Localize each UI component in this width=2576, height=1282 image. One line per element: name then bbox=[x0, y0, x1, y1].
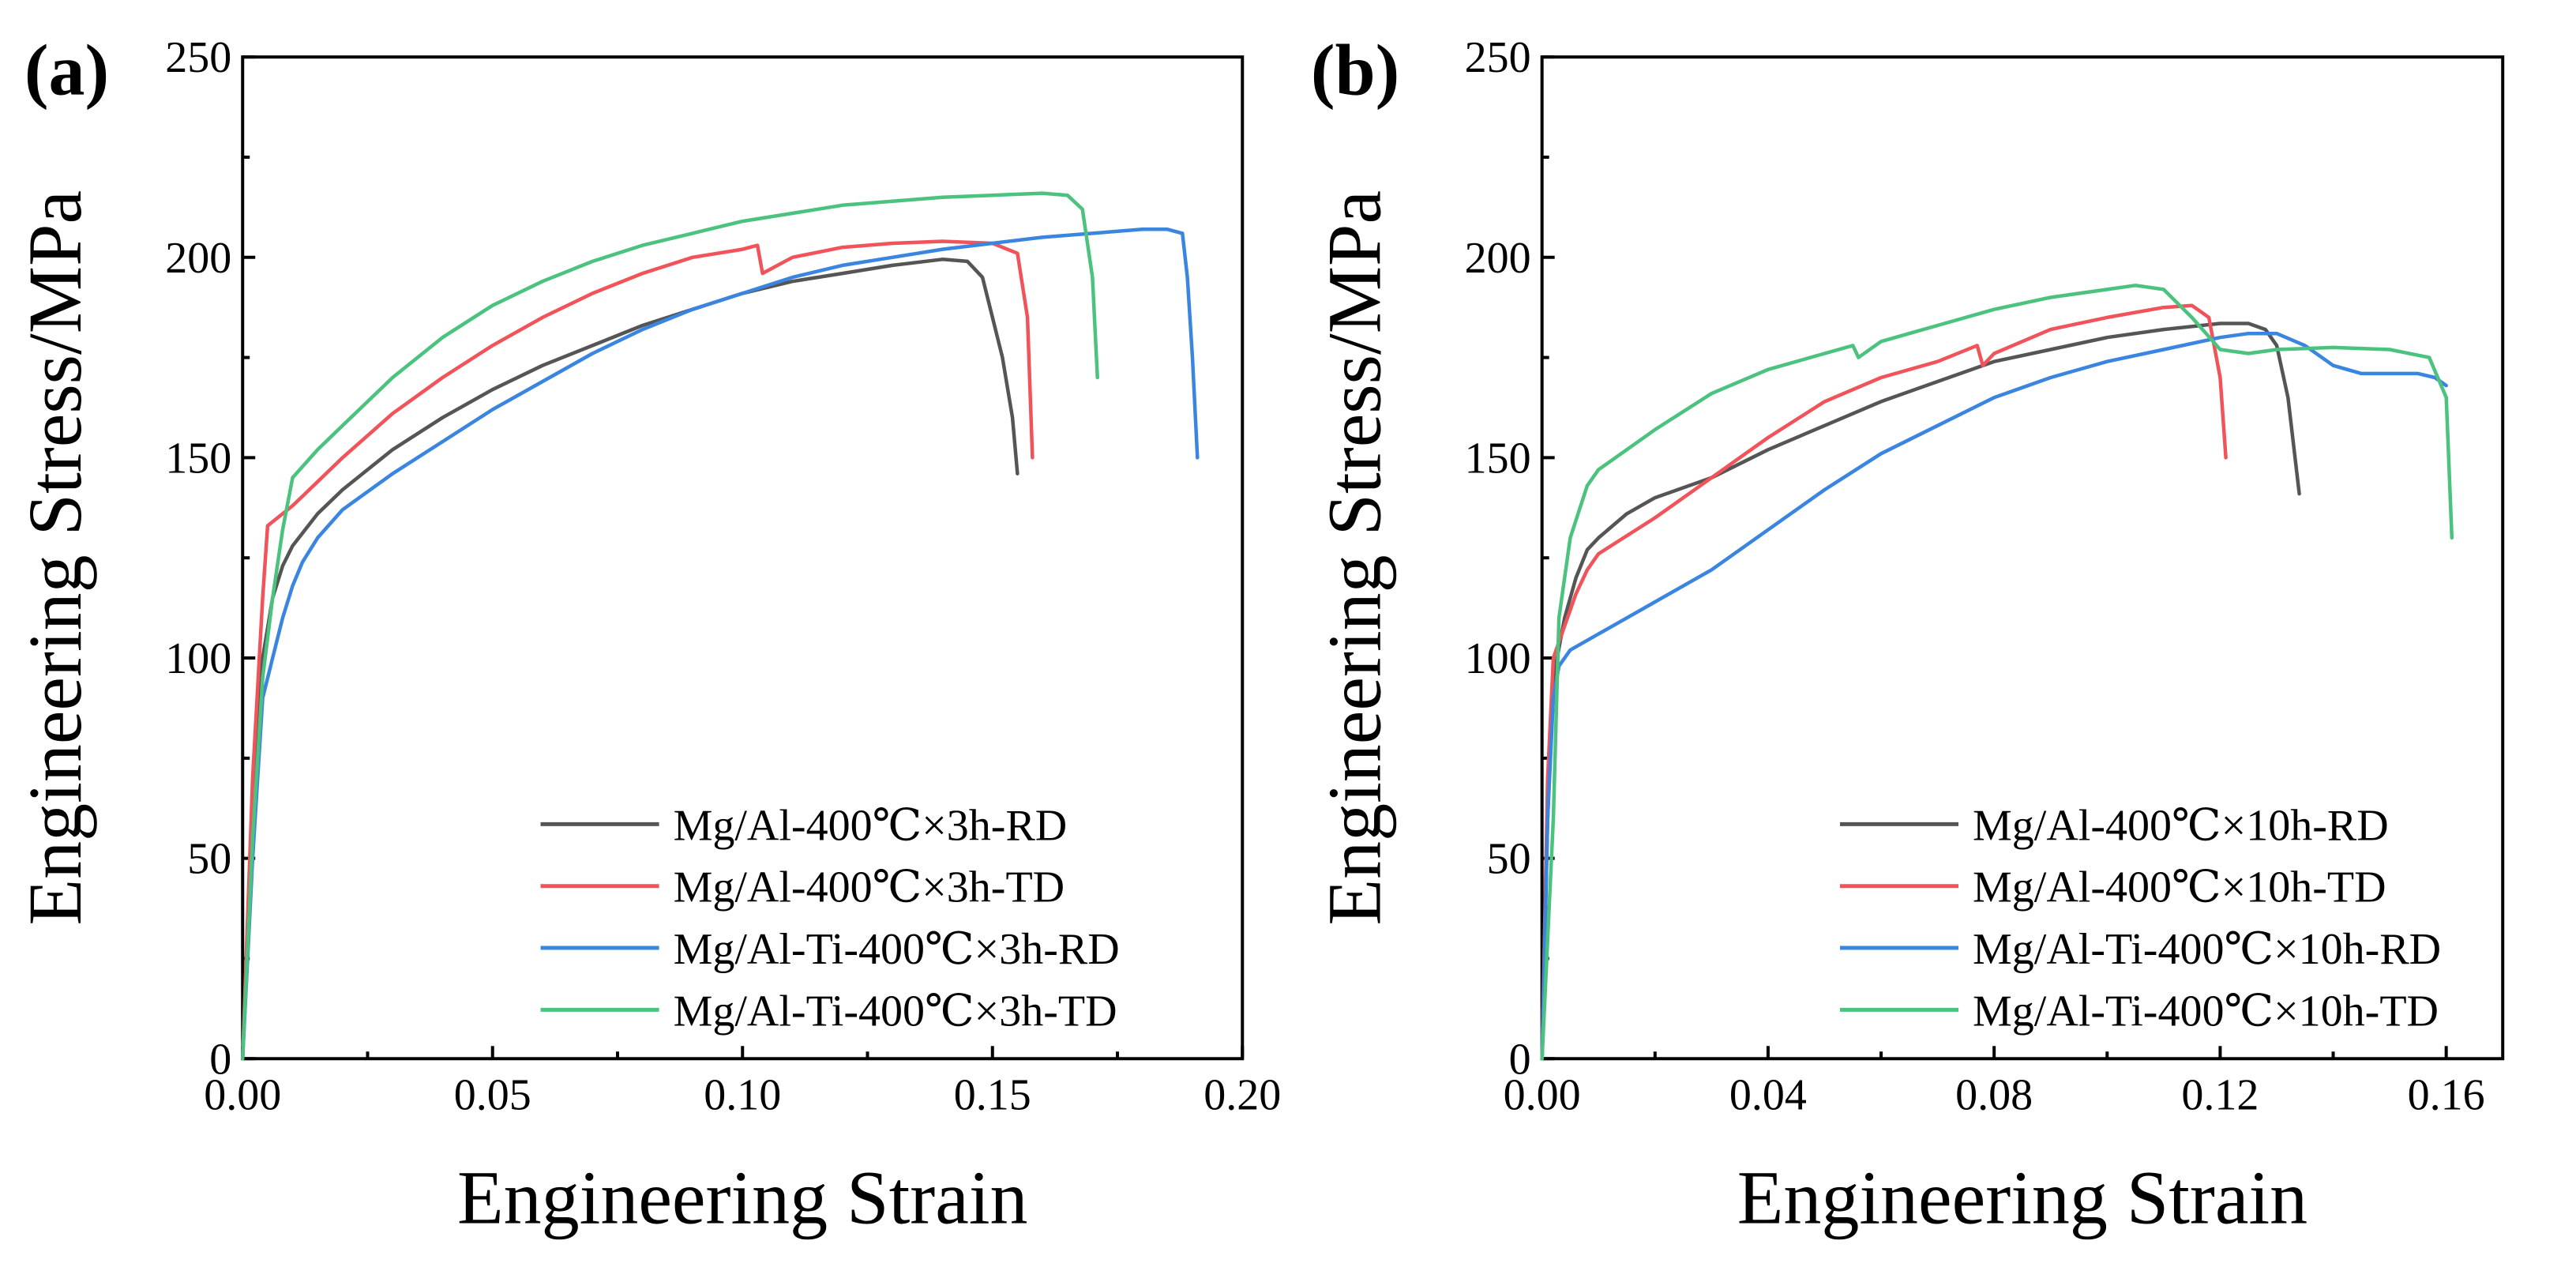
series-line-3 bbox=[240, 227, 1200, 1061]
legend-label: Mg/Al-Ti-400℃×10h-RD bbox=[1973, 925, 2441, 974]
x-axis-label: Engineering Strain bbox=[457, 1155, 1027, 1239]
x-tick-label: 0.16 bbox=[2408, 1070, 2485, 1119]
panel-a: 0.00 0.05 0.10 0.15 0.20 0 50 100 150 200 250 Engin… bbox=[13, 30, 1281, 1240]
y-tick-label: 50 bbox=[187, 835, 231, 884]
y-tick-label: 150 bbox=[1465, 434, 1531, 483]
x-tick-label: 0.04 bbox=[1729, 1070, 1807, 1119]
legend-label: Mg/Al-Ti-400℃×3h-RD bbox=[674, 925, 1120, 974]
series-line-3 bbox=[1540, 331, 2448, 1061]
y-tick-label: 0 bbox=[1509, 1035, 1531, 1084]
x-tick-label: 0.00 bbox=[1504, 1070, 1581, 1119]
legend-label: Mg/Al-400℃×3h-RD bbox=[674, 801, 1068, 850]
x-tick-label: 0.05 bbox=[454, 1070, 531, 1119]
legend-label: Mg/Al-400℃×10h-RD bbox=[1973, 801, 2389, 850]
x-tick-label: 0.08 bbox=[1955, 1070, 2033, 1119]
panel-label: (b) bbox=[1311, 30, 1399, 111]
legend-label: Mg/Al-Ti-400℃×10h-TD bbox=[1973, 987, 2439, 1036]
series-line-1 bbox=[1540, 321, 2301, 1061]
x-tick-label: 0.12 bbox=[2181, 1070, 2259, 1119]
y-axis-label: Engineering Stress/MPa bbox=[13, 190, 97, 926]
x-axis-label: Engineering Strain bbox=[1737, 1155, 2308, 1239]
y-tick-label: 250 bbox=[165, 33, 231, 82]
legend-label: Mg/Al-Ti-400℃×3h-TD bbox=[674, 987, 1117, 1036]
y-axis-label: Engineering Stress/MPa bbox=[1312, 190, 1397, 926]
y-tick-label: 200 bbox=[165, 234, 231, 283]
series-line-2 bbox=[1540, 303, 2228, 1061]
x-tick-label: 0.20 bbox=[1204, 1070, 1281, 1119]
y-tick-label: 200 bbox=[1465, 234, 1531, 283]
x-tick-label: 0.10 bbox=[704, 1070, 781, 1119]
panel-b: 0.00 0.04 0.08 0.12 0.16 0 50 100 150 200 250 Engin… bbox=[1311, 30, 2505, 1239]
series-line-4 bbox=[1540, 284, 2454, 1061]
series-line-4 bbox=[240, 191, 1099, 1061]
x-tick-label: 0.15 bbox=[954, 1070, 1031, 1119]
y-tick-label: 0 bbox=[209, 1035, 231, 1084]
y-tick-label: 100 bbox=[165, 634, 231, 683]
x-tick-label: 0.00 bbox=[204, 1070, 281, 1119]
legend-label: Mg/Al-400℃×3h-TD bbox=[674, 863, 1065, 912]
series-line-1 bbox=[240, 258, 1020, 1061]
panel-label: (a) bbox=[24, 30, 109, 111]
y-tick-label: 150 bbox=[165, 434, 231, 483]
legend-label: Mg/Al-400℃×10h-TD bbox=[1973, 863, 2386, 912]
y-tick-label: 50 bbox=[1487, 835, 1531, 884]
y-tick-label: 250 bbox=[1465, 33, 1531, 82]
y-tick-label: 100 bbox=[1465, 634, 1531, 683]
series-line-2 bbox=[240, 239, 1035, 1061]
